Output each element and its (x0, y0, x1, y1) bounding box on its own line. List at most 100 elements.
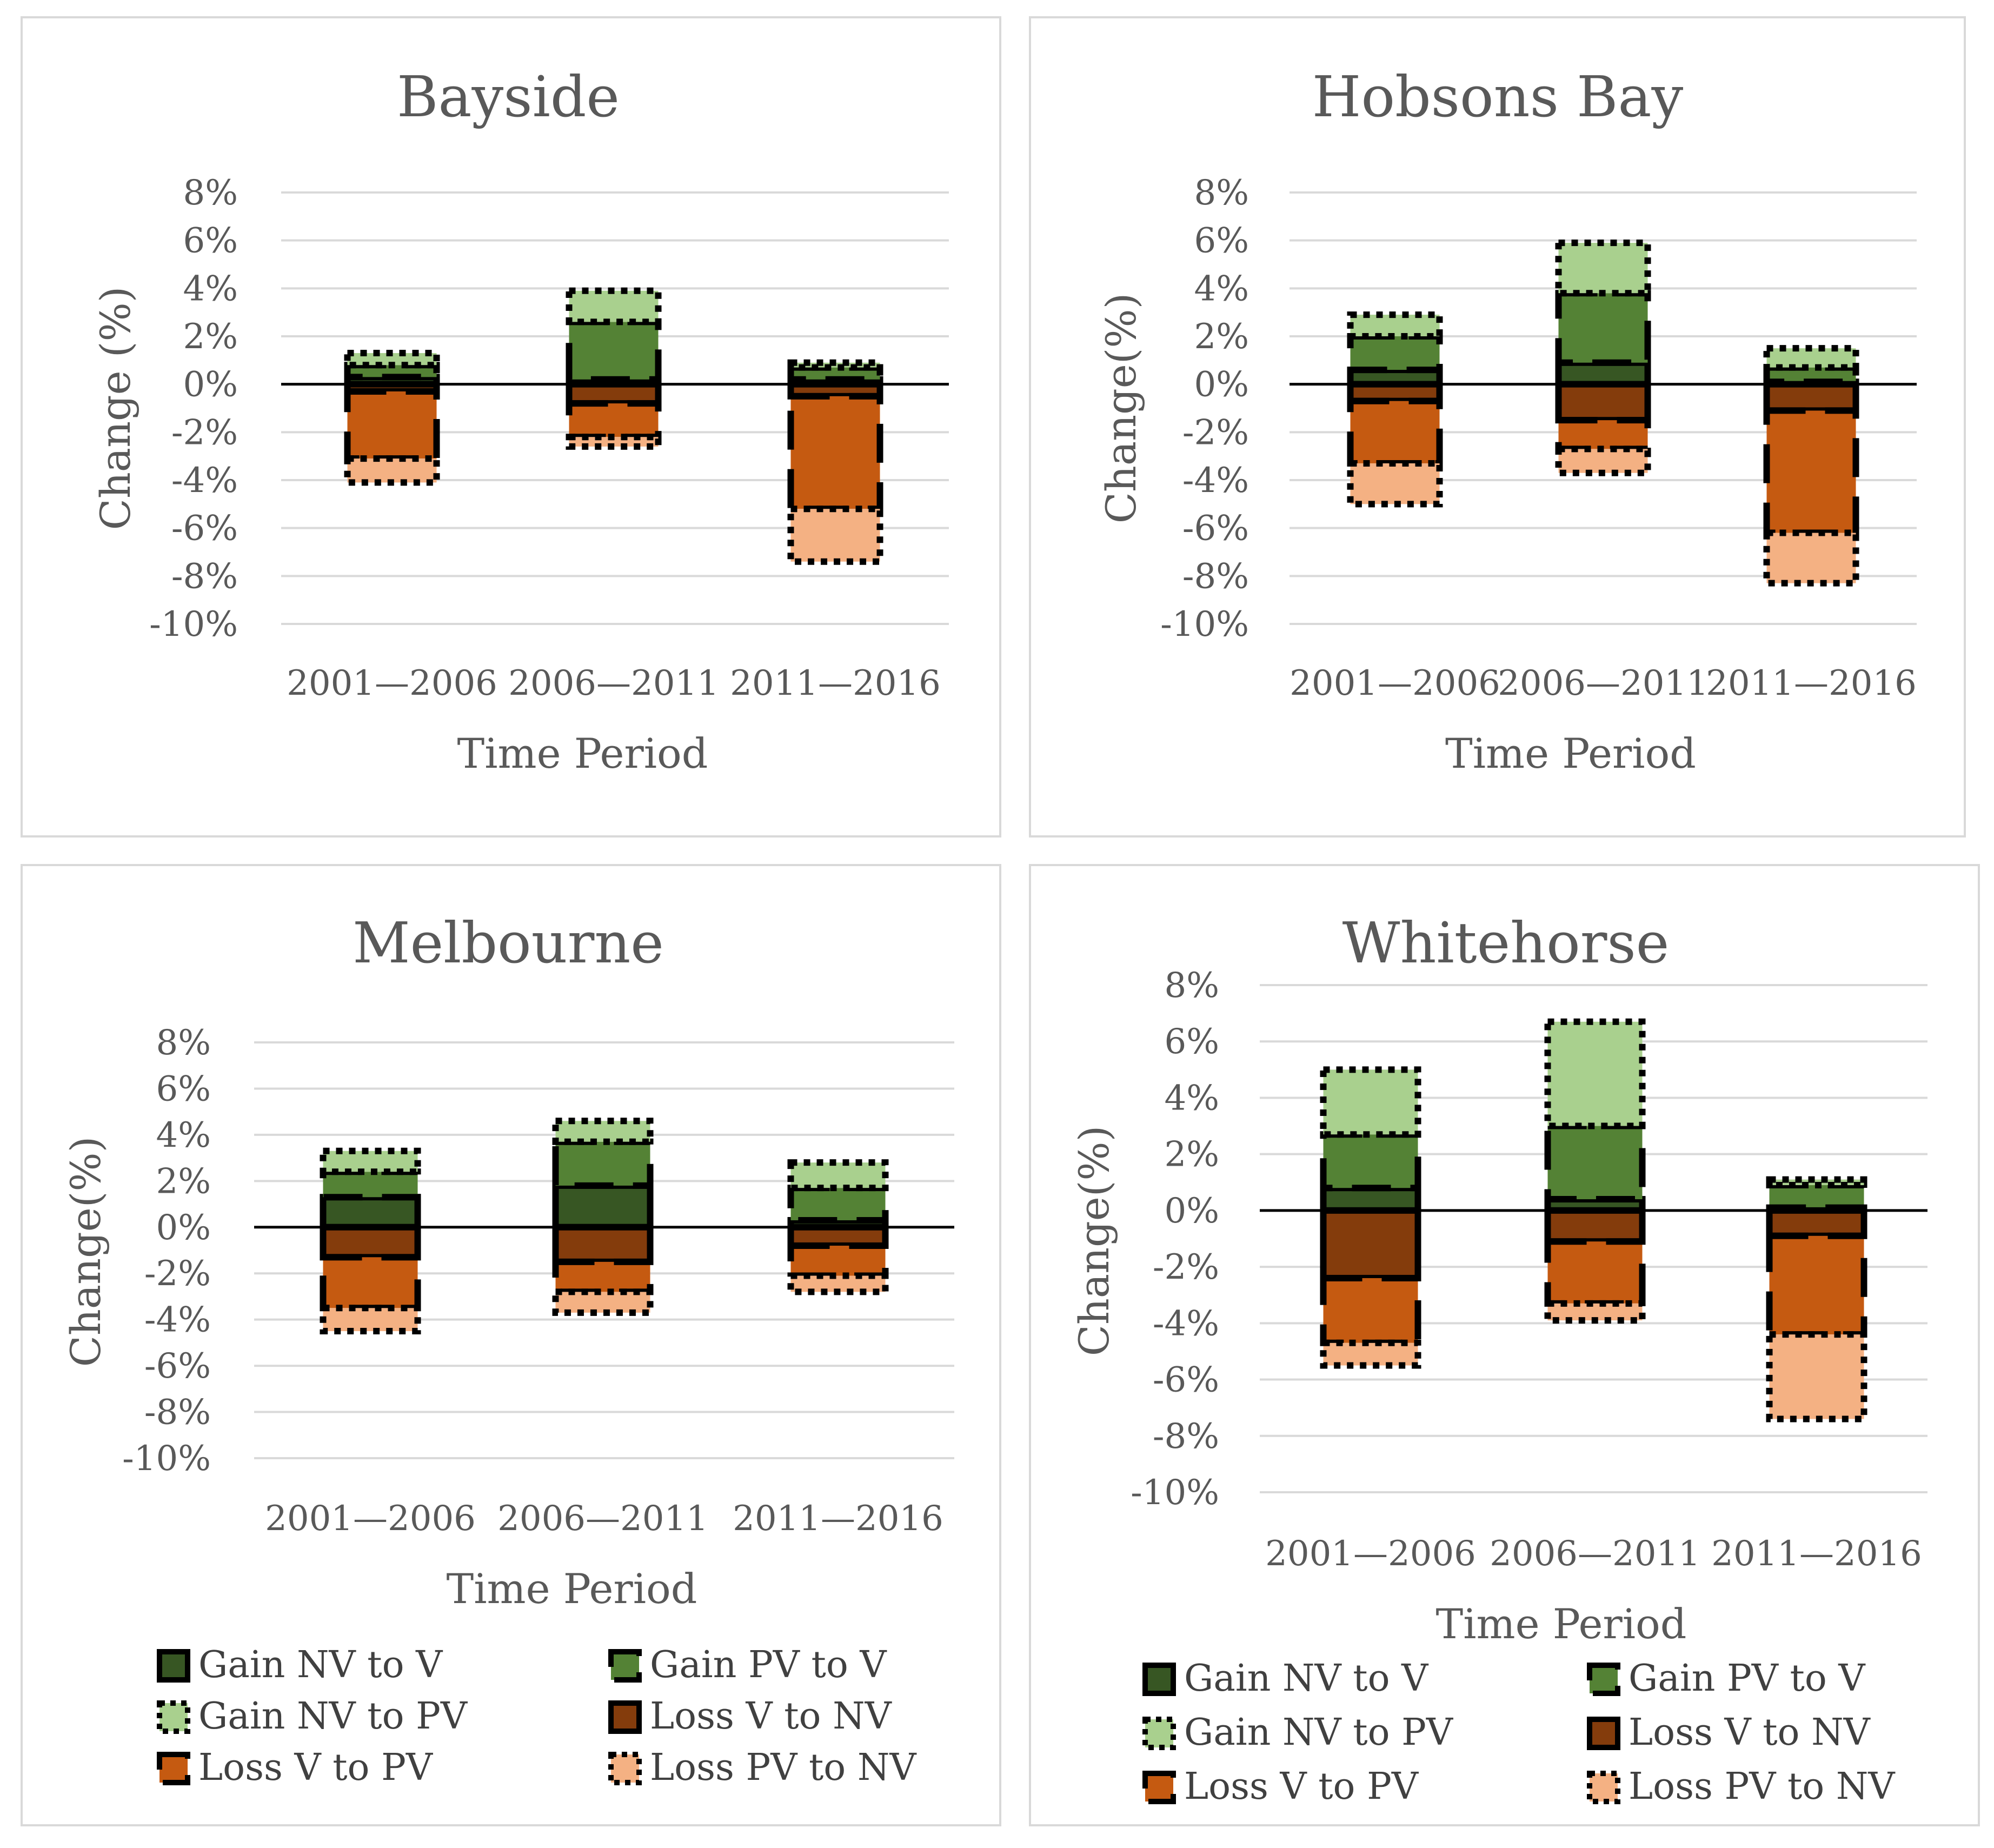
legend-label: Loss PV to NV (650, 1746, 917, 1789)
x-axis-label: Time Period (447, 1565, 697, 1613)
bar-segment (1347, 333, 1443, 374)
y-tick-label: 4% (1164, 1078, 1219, 1118)
legend-label: Loss V to NV (650, 1695, 893, 1738)
bar-segment (1766, 1331, 1867, 1422)
x-tick-label: 2001—2006 (1290, 663, 1500, 703)
bar-segment (787, 1272, 889, 1295)
bar-segment (787, 393, 883, 513)
bar-segment (1544, 1122, 1646, 1203)
bar-segment (1320, 1274, 1421, 1346)
legend-swatch (608, 1752, 642, 1785)
y-axis-label: Change (%) (91, 287, 139, 530)
legend-swatch (1142, 1717, 1176, 1750)
bar-segment (1766, 1232, 1867, 1338)
x-tick-label: 2011—2016 (1711, 1534, 1922, 1574)
x-axis-label: Time Period (457, 729, 708, 777)
bar-segment (1544, 1018, 1646, 1129)
y-tick-label: -2% (1182, 413, 1249, 453)
bar-segment (1320, 1185, 1421, 1214)
bar-segment (566, 318, 662, 383)
legend-2: Gain NV to V Gain PV to V Gain NV to PV Los… (1142, 1657, 1896, 1808)
bar-segment (1544, 1207, 1646, 1245)
bar-segment (552, 1138, 654, 1189)
legend-label: Gain PV to V (650, 1644, 887, 1686)
x-tick-label: 2001—2006 (265, 1499, 476, 1539)
bar-segment (552, 1118, 654, 1145)
x-tick-label: 2011—2016 (1706, 663, 1917, 703)
bar-segment (320, 1224, 421, 1261)
x-tick-label: 2006—2011 (508, 663, 719, 703)
y-tick-label: 8% (156, 1023, 211, 1063)
y-tick-label: -2% (144, 1254, 211, 1294)
y-tick-label: -6% (1182, 509, 1249, 549)
y-axis-label: Change(%) (62, 1136, 110, 1367)
y-tick-label: 2% (156, 1161, 211, 1201)
bar-segment (1763, 345, 1859, 371)
x-axis-label: Time Period (1445, 729, 1696, 777)
y-tick-label: -8% (1182, 556, 1249, 596)
y-tick-label: 0% (1164, 1191, 1219, 1231)
x-axis-label: Time Period (1436, 1600, 1687, 1648)
bar-segment (344, 455, 440, 486)
legend-label: Gain NV to PV (1184, 1711, 1454, 1754)
y-tick-label: -10% (149, 604, 238, 644)
chart-title: Melbourne (353, 910, 664, 976)
legend-label: Gain NV to PV (198, 1695, 468, 1738)
legend-label: Loss PV to NV (1629, 1765, 1896, 1808)
bar-segment (1347, 460, 1443, 508)
bar-segment (1544, 1300, 1646, 1324)
bar-segment (1347, 397, 1443, 467)
y-tick-label: -2% (171, 413, 238, 453)
bar-segment (1763, 381, 1859, 414)
legend-label: Gain NV to V (1184, 1657, 1429, 1700)
y-tick-label: 8% (1194, 173, 1249, 213)
x-tick-label: 2001—2006 (287, 663, 497, 703)
legend-swatch (157, 1649, 190, 1683)
legend-label: Gain PV to V (1629, 1657, 1866, 1700)
bar-segment (566, 287, 662, 325)
bar-segment (787, 1159, 889, 1192)
bar-segment (1763, 529, 1859, 587)
x-tick-label: 2011—2016 (730, 663, 941, 703)
y-tick-label: 8% (183, 173, 238, 213)
y-tick-label: 6% (1164, 1022, 1219, 1062)
bar-segment (344, 350, 440, 369)
bar-segment (787, 506, 883, 565)
bar-segment (787, 1185, 889, 1224)
legend-label: Loss V to PV (198, 1746, 434, 1789)
y-tick-label: 4% (183, 269, 238, 309)
legend-swatch (1587, 1663, 1620, 1696)
bar-segment (344, 388, 440, 462)
y-tick-label: -4% (1153, 1304, 1219, 1344)
y-tick-label: -6% (171, 509, 238, 549)
legend-swatch (608, 1700, 642, 1734)
bar-segment (566, 400, 662, 441)
legend-swatch (1142, 1663, 1176, 1696)
y-tick-label: -4% (171, 461, 238, 501)
x-tick-label: 2006—2011 (497, 1499, 708, 1539)
x-tick-label: 2006—2011 (1498, 663, 1709, 703)
y-axis-label: Change(%) (1097, 293, 1145, 524)
y-tick-label: 6% (156, 1069, 211, 1109)
bar-segment (552, 1258, 654, 1295)
chart-title: Bayside (397, 64, 620, 130)
bar-segment (1555, 417, 1651, 453)
legend-swatch (1587, 1717, 1620, 1750)
legend-swatch (157, 1752, 190, 1785)
chart-title: Hobsons Bay (1312, 64, 1684, 130)
bar-segment (1555, 381, 1651, 424)
bar-segment (552, 1224, 654, 1265)
bar-segment (320, 1147, 421, 1175)
bar-segment (320, 1168, 421, 1201)
legend-swatch (1587, 1771, 1620, 1804)
bar-segment (320, 1254, 421, 1312)
legend-swatch (157, 1700, 190, 1734)
legend-1: Gain NV to V Gain PV to V Gain NV to PV Los… (157, 1644, 917, 1789)
x-tick-label: 2001—2006 (1265, 1534, 1476, 1574)
y-tick-label: -4% (1182, 461, 1249, 501)
y-tick-label: 6% (183, 221, 238, 261)
x-tick-label: 2011—2016 (733, 1499, 943, 1539)
y-tick-label: -10% (122, 1439, 211, 1479)
bar-segment (566, 434, 662, 450)
